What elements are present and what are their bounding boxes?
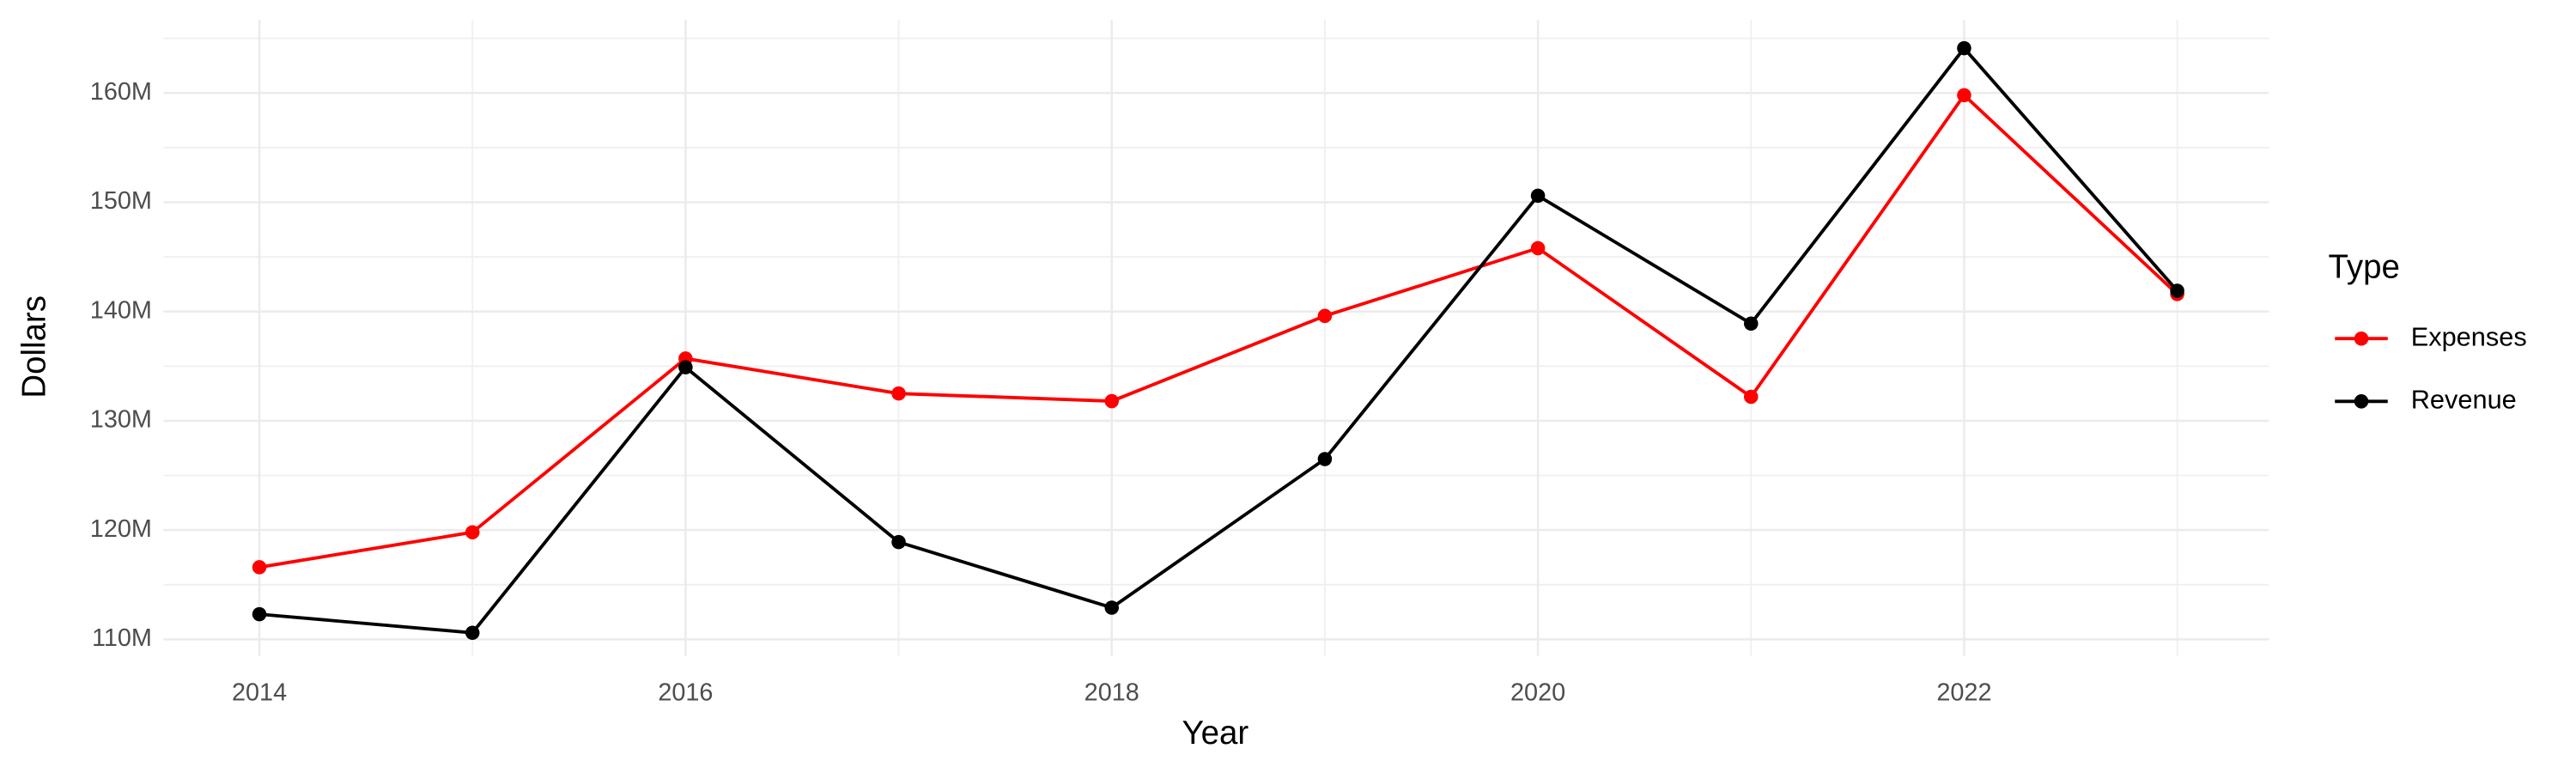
y-axis-title: Dollars [15,295,52,399]
grid [163,20,2269,656]
data-point [252,606,267,622]
y-tick-label: 110M [92,624,152,652]
x-axis-title: Year [1182,715,1249,752]
y-tick-label: 120M [90,515,152,543]
legend-marker [2354,331,2369,346]
x-tick-label: 2020 [1510,679,1565,706]
legend-label: Expenses [2411,321,2527,351]
data-point [1104,600,1120,615]
data-point [1743,389,1759,405]
legend-label: Revenue [2411,384,2517,414]
x-tick-label: 2022 [1936,679,1991,706]
series-line [258,92,2178,569]
data-point [1743,316,1759,332]
x-tick-label: 2018 [1084,679,1139,706]
y-tick-label: 140M [90,296,152,324]
data-point [1530,188,1546,204]
data-point [465,525,480,539]
data-point [1317,452,1333,466]
data-point [465,625,480,641]
data-point [891,386,906,401]
y-tick-label: 150M [90,187,152,215]
data-point [1104,393,1120,409]
data-point [678,360,693,374]
data-point [1530,240,1546,256]
series-line [258,46,2179,635]
data-point [1317,308,1333,324]
data-point [1957,40,1971,56]
y-tick-label: 160M [90,78,152,106]
x-tick-label: 2014 [232,679,287,706]
y-tick-label: 130M [90,406,152,434]
data-point [1957,88,1971,103]
data-point [891,534,906,550]
legend-title: Type [2329,249,2400,286]
data-point [2170,283,2184,298]
data-point [252,560,267,575]
x-tick-label: 2016 [658,679,713,706]
legend-marker [2354,394,2369,409]
